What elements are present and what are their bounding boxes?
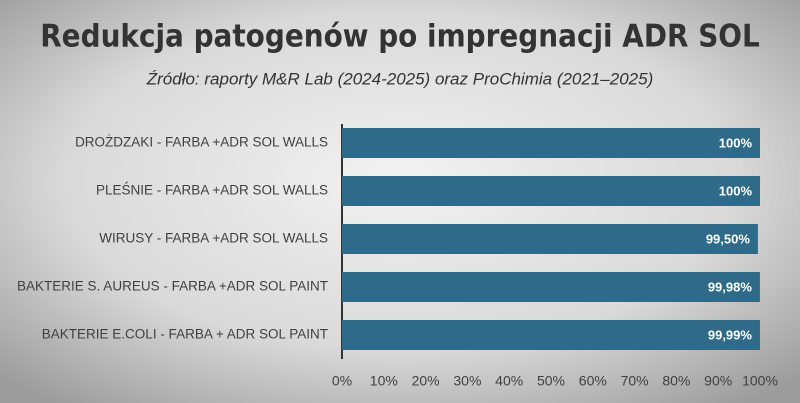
value-label: 99,50% xyxy=(706,231,751,246)
x-tick-label: 90% xyxy=(704,373,732,389)
x-tick-label: 80% xyxy=(662,373,690,389)
x-tick-label: 20% xyxy=(412,373,440,389)
chart-subtitle: Źródło: raporty M&R Lab (2024-2025) oraz… xyxy=(146,69,653,88)
x-tick-label: 10% xyxy=(370,373,398,389)
value-label: 99,98% xyxy=(708,279,753,294)
bar xyxy=(342,176,760,206)
value-label: 99,99% xyxy=(708,327,753,342)
x-tick-label: 70% xyxy=(621,373,649,389)
x-tick-label: 0% xyxy=(332,373,352,389)
y-tick-label: BAKTERIE S. AUREUS - FARBA +ADR SOL PAIN… xyxy=(17,279,328,294)
x-tick-label: 100% xyxy=(742,373,778,389)
x-tick-label: 60% xyxy=(579,373,607,389)
y-tick-label: BAKTERIE E.COLI - FARBA + ADR SOL PAINT xyxy=(42,327,328,342)
value-label: 100% xyxy=(719,183,753,198)
x-tick-label: 40% xyxy=(495,373,523,389)
value-label: 100% xyxy=(719,135,753,150)
y-tick-label: DROŻDZAKI - FARBA +ADR SOL WALLS xyxy=(75,135,328,150)
bar xyxy=(342,128,760,158)
chart-title: Redukcja patogenów po impregnacji ADR SO… xyxy=(40,19,760,55)
bar xyxy=(342,320,760,350)
x-tick-label: 50% xyxy=(537,373,565,389)
bar xyxy=(342,224,758,254)
bar xyxy=(342,272,760,302)
y-tick-label: WIRUSY - FARBA +ADR SOL WALLS xyxy=(99,231,328,246)
x-tick-label: 30% xyxy=(453,373,481,389)
y-tick-label: PLEŚNIE - FARBA +ADR SOL WALLS xyxy=(96,183,328,198)
